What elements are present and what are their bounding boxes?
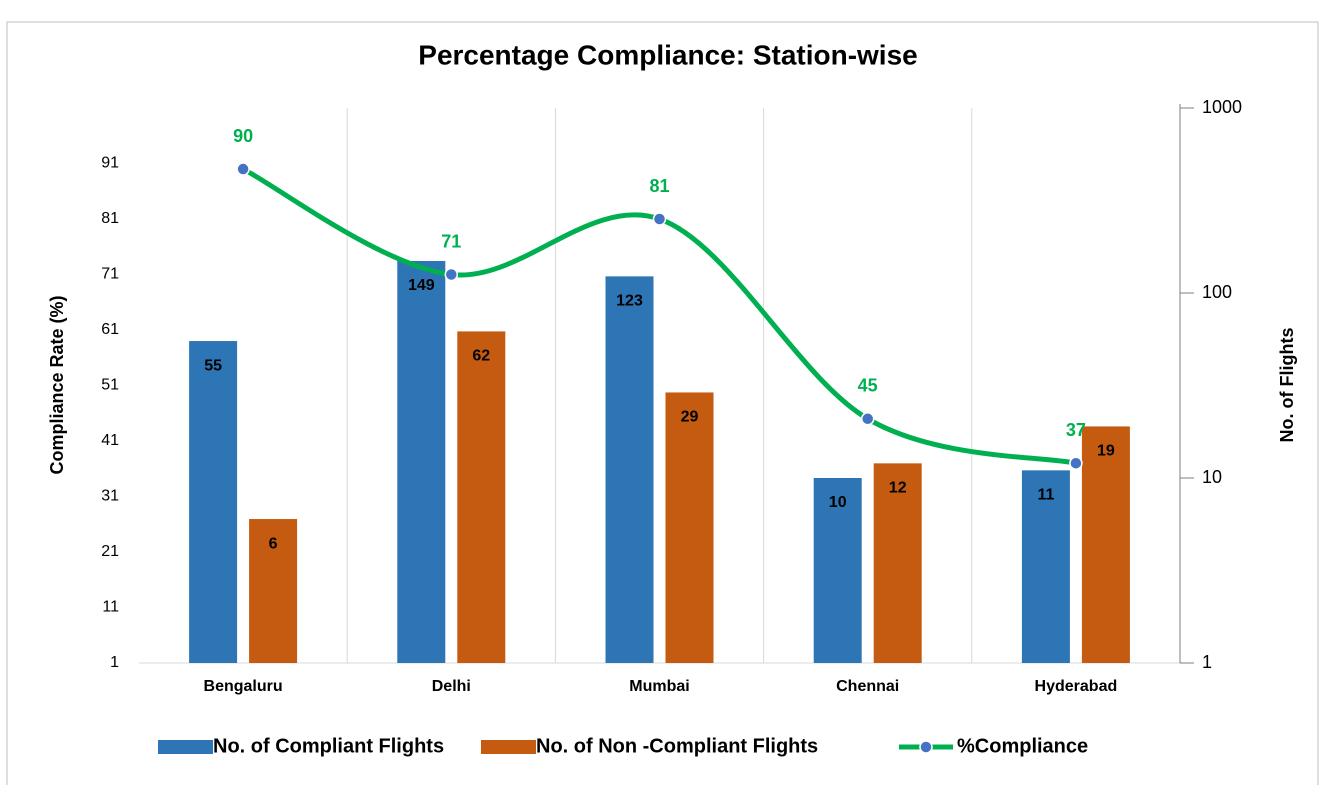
bar-label: 55: [204, 357, 222, 374]
y-tick-label: 1: [110, 654, 119, 671]
bar-label: 149: [408, 277, 435, 294]
y2-tick-label: 10: [1202, 467, 1222, 487]
legend-label: No. of Compliant Flights: [213, 735, 444, 757]
chart-title: Percentage Compliance: Station-wise: [418, 39, 917, 70]
line-marker: [236, 162, 250, 176]
legend-label: %Compliance: [957, 735, 1088, 757]
y2-tick-label: 1000: [1202, 97, 1242, 117]
x-tick-label: Hyderabad: [1035, 678, 1118, 695]
y-tick-label: 21: [101, 543, 119, 560]
bar-label: 12: [889, 480, 907, 497]
bar: [189, 341, 238, 663]
y-tick-label: 11: [102, 599, 119, 616]
bar: [873, 463, 922, 663]
y-tick-label: 81: [101, 210, 119, 227]
bar-label: 123: [616, 293, 643, 310]
bar: [397, 260, 446, 663]
legend-swatch: [481, 740, 536, 754]
bar-label: 29: [681, 409, 699, 426]
x-tick-label: Chennai: [836, 678, 899, 695]
line-label: 90: [233, 126, 253, 146]
bar-label: 10: [829, 494, 847, 511]
line-label: 45: [858, 376, 878, 396]
y-tick-label: 41: [101, 432, 119, 449]
line-label: 71: [441, 231, 461, 251]
bar-label: 19: [1097, 443, 1115, 460]
y-tick-label: 51: [101, 377, 119, 394]
bar: [457, 331, 506, 663]
legend-swatch: [158, 740, 213, 754]
x-tick-label: Bengaluru: [204, 678, 283, 695]
bar: [813, 478, 862, 663]
bar: [665, 392, 714, 663]
x-tick-label: Mumbai: [629, 678, 689, 695]
legend-marker: [919, 740, 933, 754]
line-label: 81: [649, 176, 669, 196]
line-marker: [444, 267, 459, 282]
bar-label: 62: [472, 348, 490, 365]
y2-axis-label: No. of Flights: [1277, 328, 1297, 443]
y-axis-label: Compliance Rate (%): [47, 295, 67, 474]
x-tick-label: Delhi: [432, 678, 471, 695]
line-label: 37: [1066, 420, 1086, 440]
y-tick-label: 91: [101, 155, 119, 172]
legend-label: No. of Non -Compliant Flights: [536, 735, 818, 757]
bar: [605, 276, 654, 663]
y2-tick-label: 1: [1202, 652, 1212, 672]
y-tick-label: 31: [101, 488, 119, 505]
line-marker: [1069, 456, 1083, 470]
line-marker: [860, 412, 875, 426]
y2-tick-label: 100: [1202, 282, 1232, 302]
bar: [1081, 426, 1130, 663]
y-tick-label: 71: [101, 266, 119, 283]
y-tick-label: 61: [101, 321, 119, 338]
bar-label: 6: [269, 535, 278, 552]
bar: [1021, 470, 1070, 663]
line-marker: [652, 212, 667, 226]
bar: [249, 519, 298, 663]
bar-label: 11: [1037, 487, 1054, 504]
